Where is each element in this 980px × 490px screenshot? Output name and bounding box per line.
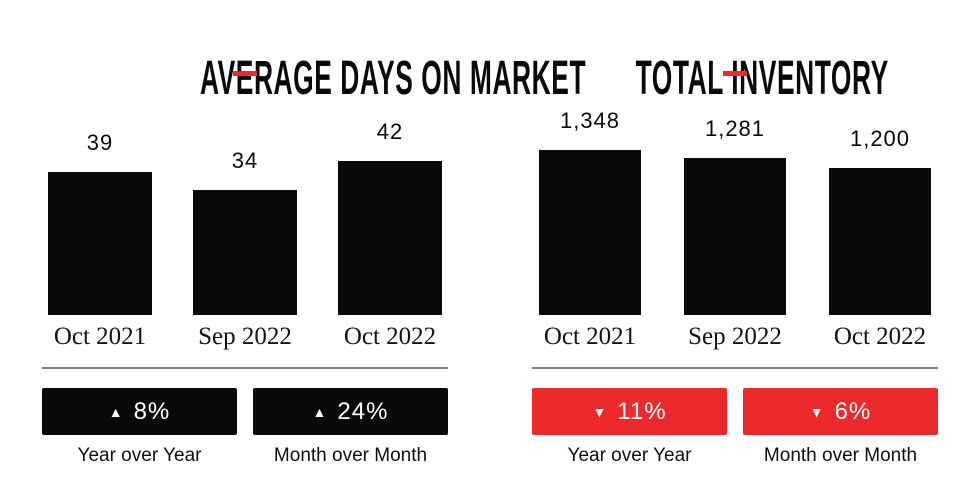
bar-group-sep-2022: 1,281 [684, 118, 786, 315]
panel-title-text: TOTAL INVENTORY [635, 51, 889, 105]
badge-percent: 24% [337, 397, 389, 425]
caption-month-over-month: Month over Month [763, 445, 918, 466]
bar-oct-2021 [539, 150, 641, 315]
panel-total-inventory: TOTAL INVENTORY 1,348 1,281 1,200 Oct 20… [532, 0, 938, 490]
bar-sep-2022 [193, 190, 297, 315]
badge-month-over-month: ▲ 24% [253, 388, 448, 435]
up-arrow-icon: ▲ [312, 403, 327, 420]
panel-title-text: AVERAGE DAYS ON MARKET [199, 51, 587, 105]
x-axis-labels: Oct 2021 Sep 2022 Oct 2022 [42, 323, 448, 351]
x-axis-label: Oct 2022 [343, 323, 437, 350]
bar-value-label: 42 [376, 119, 404, 144]
bar-group-oct-2021: 39 [48, 132, 152, 315]
badge-captions: Year over Year Month over Month [42, 445, 448, 467]
panel-average-days-on-market: AVERAGE DAYS ON MARKET 39 34 42 Oct 2021… [42, 0, 586, 490]
x-axis-labels: Oct 2021 Sep 2022 Oct 2022 [532, 323, 938, 351]
panel-title-average-days: AVERAGE DAYS ON MARKET [42, 54, 586, 103]
badge-percent: 6% [834, 397, 872, 425]
bar-value-label: 39 [86, 130, 114, 155]
down-arrow-icon: ▼ [809, 403, 824, 420]
badge-year-over-year: ▲ 8% [42, 388, 237, 435]
title-accent-dash [723, 71, 747, 76]
badge-percent: 8% [133, 397, 171, 425]
section-divider [42, 367, 448, 369]
bar-oct-2021 [48, 172, 152, 315]
bar-chart-total-inventory: 1,348 1,281 1,200 [532, 105, 938, 315]
badge-percent: 11% [617, 397, 667, 425]
bar-oct-2022 [338, 161, 442, 315]
bar-sep-2022 [684, 158, 786, 315]
down-arrow-icon: ▼ [592, 403, 607, 420]
x-axis-label: Sep 2022 [688, 323, 782, 350]
bar-group-oct-2022: 1,200 [829, 128, 931, 315]
badge-month-over-month: ▼ 6% [743, 388, 938, 435]
x-axis-label: Oct 2021 [53, 323, 147, 350]
caption-year-over-year: Year over Year [77, 445, 202, 466]
bar-value-label: 1,200 [849, 126, 911, 151]
section-divider [532, 367, 938, 369]
badge-year-over-year: ▼ 11% [532, 388, 727, 435]
bar-group-oct-2022: 42 [338, 121, 442, 315]
bar-oct-2022 [829, 168, 931, 315]
title-accent-dash [233, 71, 257, 76]
bar-group-sep-2022: 34 [193, 150, 297, 315]
x-axis-label: Oct 2021 [543, 323, 637, 350]
bar-chart-average-days: 39 34 42 [42, 105, 448, 315]
bar-group-oct-2021: 1,348 [539, 110, 641, 315]
caption-year-over-year: Year over Year [567, 445, 692, 466]
bar-value-label: 1,281 [704, 116, 766, 141]
panel-title-total-inventory: TOTAL INVENTORY [532, 51, 938, 105]
bar-value-label: 34 [231, 148, 259, 173]
up-arrow-icon: ▲ [108, 403, 123, 420]
x-axis-label: Oct 2022 [833, 323, 927, 350]
change-badges: ▼ 11% ▼ 6% [532, 388, 938, 435]
bar-value-label: 1,348 [559, 108, 621, 133]
x-axis-label: Sep 2022 [198, 323, 292, 350]
change-badges: ▲ 8% ▲ 24% [42, 388, 448, 435]
caption-month-over-month: Month over Month [273, 445, 428, 466]
badge-captions: Year over Year Month over Month [532, 445, 938, 467]
